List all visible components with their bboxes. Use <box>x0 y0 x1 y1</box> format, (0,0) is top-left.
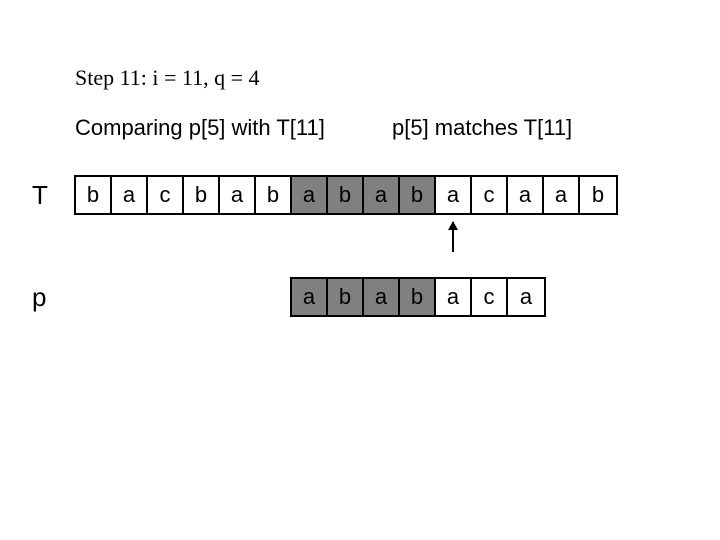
pattern-array-label: p <box>32 282 46 313</box>
text-array-cell: a <box>220 177 256 213</box>
text-array-cell: b <box>580 177 616 213</box>
text-array-cell: a <box>292 177 328 213</box>
text-array-cell: b <box>256 177 292 213</box>
text-array-strip: bacbabababacaab <box>74 175 618 215</box>
text-array-cell: b <box>76 177 112 213</box>
text-array-cell: c <box>472 177 508 213</box>
text-array-cell: a <box>544 177 580 213</box>
comparison-text: Comparing p[5] with T[11] <box>75 115 325 141</box>
text-array-cell: a <box>436 177 472 213</box>
pattern-array-cell: a <box>292 279 328 315</box>
text-array-cell: c <box>148 177 184 213</box>
pattern-array-cell: b <box>328 279 364 315</box>
text-array-cell: a <box>364 177 400 213</box>
text-array-label: T <box>32 180 48 211</box>
step-title: Step 11: i = 11, q = 4 <box>75 65 260 91</box>
pattern-array-cell: a <box>436 279 472 315</box>
text-array-cell: b <box>184 177 220 213</box>
text-array-cell: b <box>400 177 436 213</box>
pattern-array-cell: c <box>472 279 508 315</box>
text-array-cell: a <box>508 177 544 213</box>
pattern-array-cell: a <box>508 279 544 315</box>
pattern-array-cell: b <box>400 279 436 315</box>
pointer-arrow-icon <box>452 222 454 252</box>
pattern-array-cell: a <box>364 279 400 315</box>
text-array-cell: b <box>328 177 364 213</box>
text-array-cell: a <box>112 177 148 213</box>
pattern-array-strip: ababaca <box>290 277 546 317</box>
match-result-text: p[5] matches T[11] <box>392 115 572 141</box>
